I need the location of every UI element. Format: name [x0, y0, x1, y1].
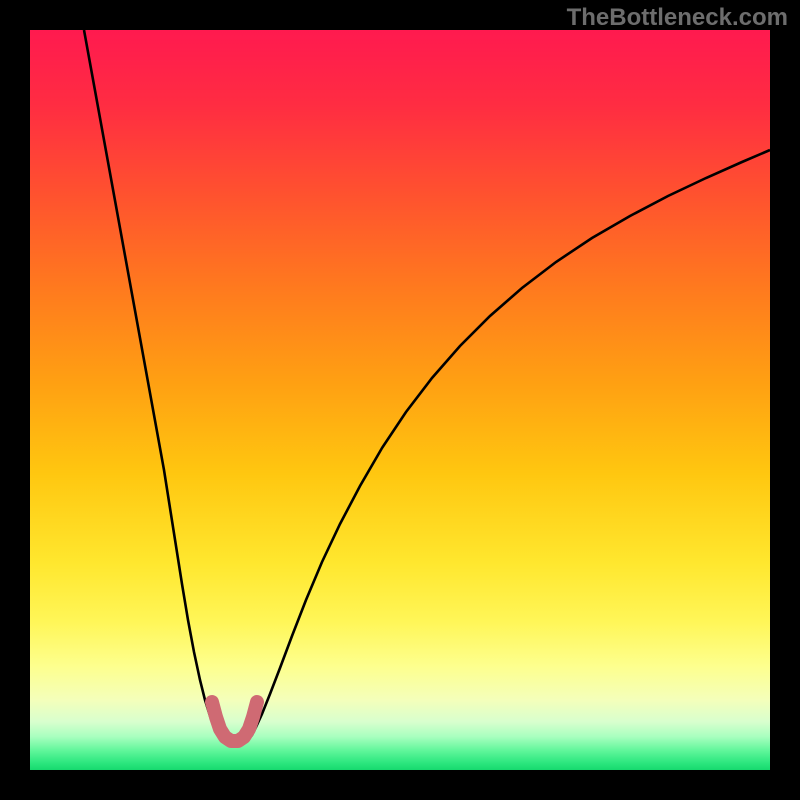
watermark-text: TheBottleneck.com: [567, 4, 788, 32]
plot-background: [30, 30, 770, 770]
chart-canvas: [0, 0, 800, 800]
